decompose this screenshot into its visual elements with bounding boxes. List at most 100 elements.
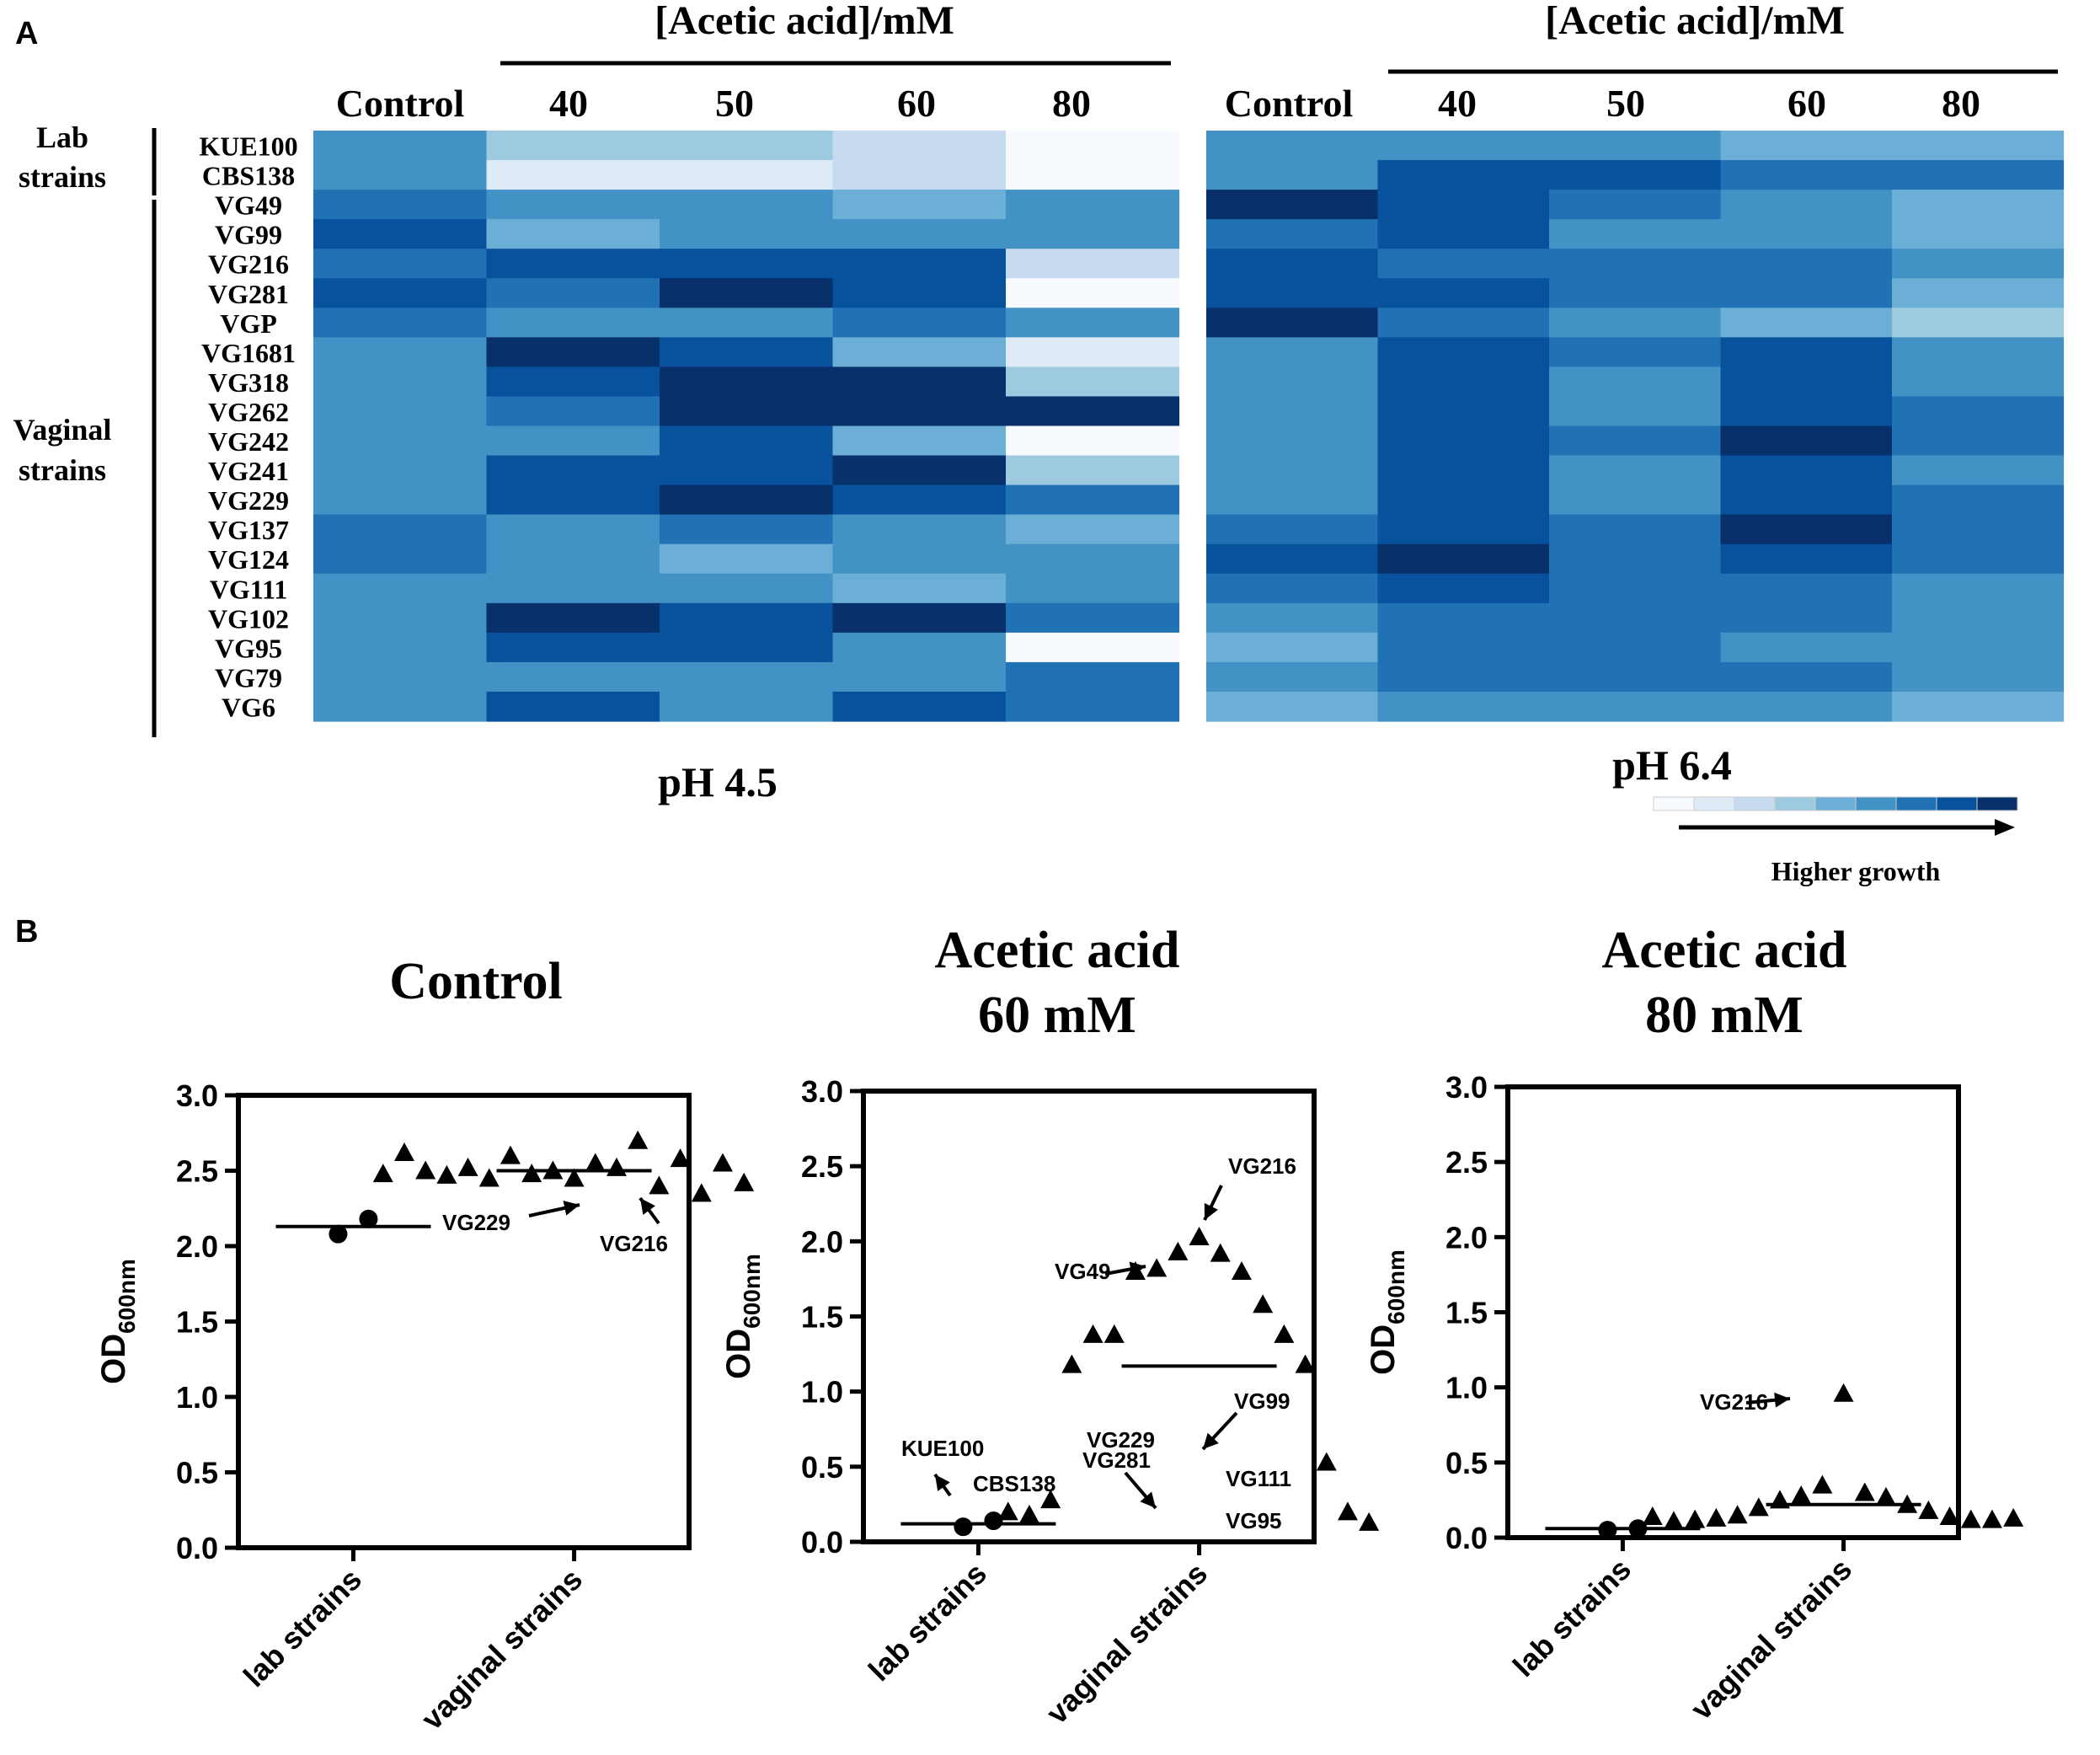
heat-cell-ph45-VG262-80: [1006, 396, 1180, 427]
heat-cell-ph45-VG242-Control: [313, 425, 488, 457]
point-control-0-0: [329, 1224, 348, 1244]
heat-cell-ph45-VG6-50: [660, 691, 834, 722]
heatmap-ph64: [1206, 131, 2065, 722]
heat-cell-ph45-VG318-Control: [313, 367, 488, 398]
heat-cell-ph45-VG111-40: [486, 573, 660, 604]
legend-swatch-6: [1895, 796, 1937, 811]
heat-cell-ph45-VG242-80: [1006, 425, 1180, 457]
row-label-VG216: VG216: [208, 249, 289, 280]
heat-cell-ph45-VG216-80: [1006, 249, 1180, 279]
point-control-1-2: [585, 1153, 606, 1172]
point-control-1-17: [372, 1164, 393, 1183]
y-tick-label-aa80-1.0: 1.0: [1445, 1371, 1488, 1405]
legend-swatch-4: [1814, 796, 1857, 811]
annotation-aa60-VG111: VG111: [1226, 1466, 1291, 1491]
point-aa60-1-12: [1316, 1452, 1337, 1471]
heat-cell-ph64-VG281-40: [1377, 278, 1550, 308]
heat-cell-ph64-VG102-60: [1720, 602, 1893, 634]
point-aa60-1-15: [1018, 1504, 1039, 1523]
heat-cell-ph45-VG216-60: [832, 249, 1007, 279]
point-aa80-1-1: [1812, 1474, 1833, 1494]
point-aa60-1-7: [1103, 1324, 1125, 1343]
y-tick-label-aa80-3.0: 3.0: [1445, 1070, 1488, 1105]
heat-cell-ph45-VG216-50: [660, 249, 834, 279]
scatter-title-aa60-line2: 60 mM: [978, 987, 1136, 1044]
heat-cell-ph64-VG241-Control: [1206, 455, 1379, 486]
plot-frame-control: [236, 1093, 692, 1550]
heat-cell-ph45-KUE100-Control: [313, 131, 488, 161]
column-label-ph45-80: 80: [1052, 82, 1091, 125]
annotation-aa60-KUE100: KUE100: [901, 1436, 984, 1461]
scatter-title-control-line1: Control: [389, 953, 563, 1010]
heat-cell-ph64-VG1681-80: [1892, 337, 2065, 367]
annotation-aa60-VG49: VG49: [1055, 1259, 1111, 1284]
y-tick-label-aa80-2.0: 2.0: [1445, 1220, 1488, 1255]
annotation-aa60-VG216: VG216: [1228, 1153, 1296, 1179]
heat-cell-ph64-VG281-Control: [1206, 278, 1379, 308]
point-aa80-1-17: [1642, 1506, 1663, 1526]
heat-cell-ph45-VG124-60: [832, 543, 1007, 575]
heat-cell-ph45-KUE100-60: [832, 131, 1007, 161]
column-label-ph64-40: 40: [1438, 82, 1477, 125]
y-tick-label-control-2.0: 2.0: [176, 1229, 218, 1264]
point-aa80-1-0: [1833, 1383, 1854, 1402]
heat-cell-ph64-VG137-50: [1549, 514, 1722, 545]
group-label-vaginal-line1: Vaginal: [13, 413, 112, 447]
heat-cell-ph64-VG111-80: [1892, 573, 2065, 604]
row-label-VG229: VG229: [208, 485, 289, 516]
point-aa80-1-11: [1706, 1507, 1727, 1527]
legend-swatch-0: [1653, 796, 1695, 811]
heat-cell-ph45-VG124-80: [1006, 543, 1180, 575]
point-aa60-1-14: [1337, 1501, 1358, 1521]
heat-cell-ph64-KUE100-50: [1549, 131, 1722, 161]
point-aa60-1-11: [1061, 1354, 1082, 1373]
point-control-1-16: [734, 1172, 755, 1191]
y-axis-label-aa80: OD600nm: [1365, 1249, 1409, 1375]
heat-cell-ph45-VGP-Control: [313, 308, 488, 338]
heat-cell-ph64-CBS138-50: [1549, 160, 1722, 190]
heat-cell-ph64-VG102-50: [1549, 602, 1722, 634]
heat-cell-ph45-VG216-40: [486, 249, 660, 279]
y-tick-label-aa80-0.5: 0.5: [1445, 1446, 1488, 1480]
heat-cell-ph64-VG95-40: [1377, 632, 1550, 663]
point-aa60-1-10: [1295, 1354, 1316, 1373]
heat-cell-ph45-VG262-60: [832, 396, 1007, 427]
y-tick-label-control-1.0: 1.0: [176, 1380, 218, 1415]
heat-cell-ph64-VG1681-50: [1549, 337, 1722, 367]
heat-cell-ph64-VG124-80: [1892, 543, 2065, 575]
row-label-VG137: VG137: [208, 515, 289, 545]
heat-cell-ph64-VG318-60: [1720, 367, 1893, 398]
row-label-VG281: VG281: [208, 279, 289, 309]
heat-cell-ph45-VG111-80: [1006, 573, 1180, 604]
heat-cell-ph64-KUE100-Control: [1206, 131, 1379, 161]
heat-cell-ph45-VG1681-80: [1006, 337, 1180, 367]
annotation-arrowhead-control-VG216: [640, 1198, 655, 1215]
heat-cell-ph64-VG229-50: [1549, 484, 1722, 516]
heat-cell-ph45-VG281-60: [832, 278, 1007, 308]
heat-cell-ph64-VG242-60: [1720, 425, 1893, 457]
heat-cell-ph45-VG242-60: [832, 425, 1007, 457]
row-label-KUE100: KUE100: [199, 131, 297, 162]
heat-cell-ph64-VGP-Control: [1206, 308, 1379, 338]
heat-cell-ph64-VG137-60: [1720, 514, 1893, 545]
heat-cell-ph45-VG49-40: [486, 190, 660, 220]
heat-cell-ph64-VG111-50: [1549, 573, 1722, 604]
heat-cell-ph45-VG99-40: [486, 219, 660, 249]
heat-cell-ph45-KUE100-40: [486, 131, 660, 161]
heat-cell-ph45-VG1681-50: [660, 337, 834, 367]
plot-frame-aa80: [1505, 1084, 1961, 1540]
group-label-vaginal-line2: strains: [19, 453, 106, 487]
heat-cell-ph64-VG95-50: [1549, 632, 1722, 663]
point-control-1-13: [415, 1160, 436, 1180]
row-labels: KUE100CBS138VG49VG99VG216VG281VGPVG1681V…: [199, 131, 297, 723]
heat-cell-ph64-VG124-60: [1720, 543, 1893, 575]
y-axis-label-sub-aa60: 600nm: [739, 1254, 765, 1329]
panel-a-label: A: [15, 16, 38, 51]
heat-cell-ph45-VG124-40: [486, 543, 660, 575]
legend-swatch-1: [1693, 796, 1735, 811]
heat-cell-ph64-VG137-80: [1892, 514, 2065, 545]
heat-cell-ph45-VG99-50: [660, 219, 834, 249]
heat-cell-ph45-VG102-60: [832, 602, 1007, 634]
heat-cell-ph45-VG99-80: [1006, 219, 1180, 249]
